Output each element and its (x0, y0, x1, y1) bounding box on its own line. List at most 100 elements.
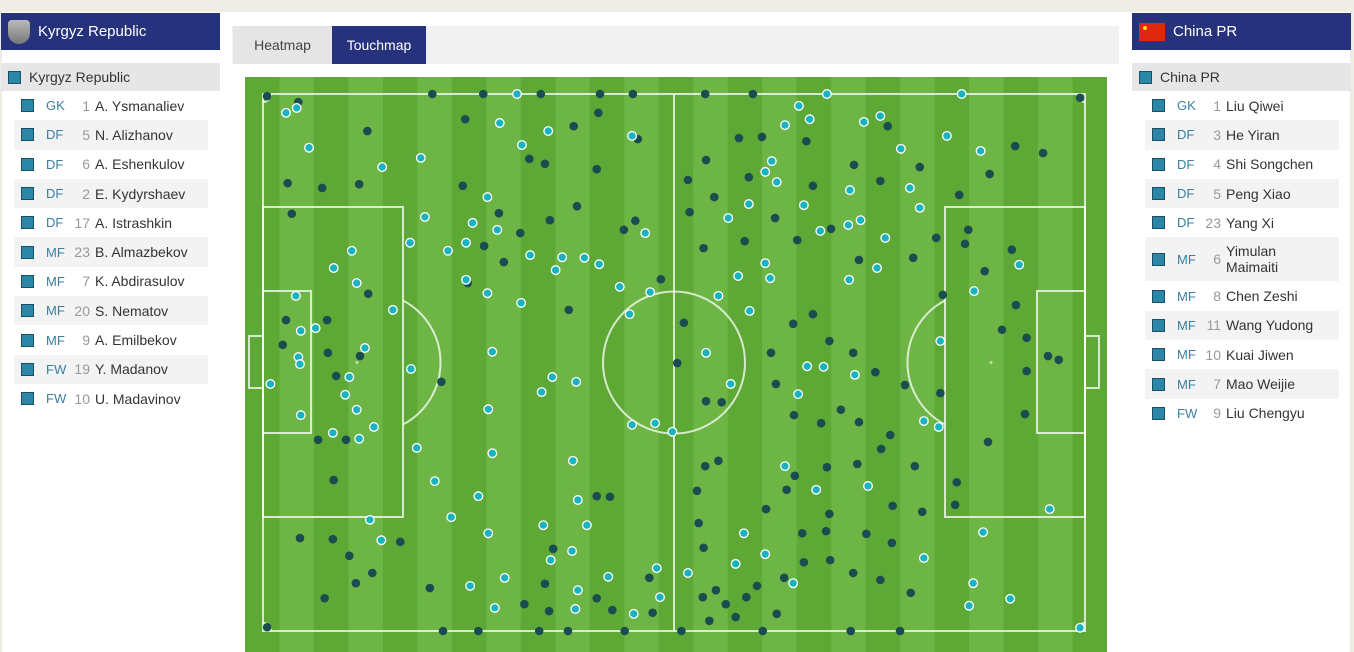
touch-point-dark (985, 169, 994, 179)
touch-point-dark (1020, 409, 1030, 419)
touch-point-light (415, 152, 426, 163)
player-row[interactable]: DF 23 Yang Xi (1145, 208, 1339, 237)
player-row[interactable]: FW 10 U. Madavinov (14, 384, 208, 413)
checkbox-icon[interactable] (21, 128, 34, 142)
player-position: MF (46, 303, 65, 319)
player-row[interactable]: MF 6 Yimulan Maimaiti (1145, 237, 1339, 282)
player-name: Peng Xiao (1226, 185, 1291, 202)
player-row[interactable]: FW 9 Liu Chengyu (1145, 399, 1339, 428)
checkbox-icon[interactable] (21, 216, 34, 230)
touch-point-dark (572, 201, 582, 211)
touch-point-dark (950, 500, 960, 510)
touch-point-light (579, 252, 590, 263)
player-row[interactable]: MF 20 S. Nematov (14, 296, 208, 326)
home-team-label: Kyrgyz Republic (29, 69, 131, 85)
touch-point-light (935, 336, 946, 346)
player-name: A. Emilbekov (95, 332, 177, 349)
player-row[interactable]: DF 4 Shi Songchen (1145, 150, 1339, 179)
tab-heatmap[interactable]: Heatmap (233, 26, 332, 64)
player-number: 1 (1213, 97, 1221, 114)
player-position: FW (46, 391, 67, 407)
player-name: A. Istrashkin (95, 214, 173, 231)
player-row[interactable]: DF 17 A. Istrashkin (14, 208, 208, 237)
touch-point-light (667, 426, 678, 437)
tab-touchmap[interactable]: Touchmap (332, 26, 426, 64)
touch-point-dark (721, 599, 731, 609)
touch-point-dark (822, 462, 832, 472)
checkbox-icon[interactable] (21, 245, 34, 259)
touch-point-dark (608, 605, 617, 615)
touch-point-dark (363, 126, 372, 136)
touch-point-light (516, 140, 527, 150)
checkbox-icon[interactable] (1152, 157, 1165, 171)
touch-point-dark (825, 555, 835, 565)
player-row[interactable]: GK 1 Liu Qiwei (1145, 91, 1339, 120)
touch-point-dark (679, 318, 689, 328)
checkbox-icon[interactable] (1152, 187, 1165, 201)
checkbox-icon[interactable] (21, 333, 34, 347)
checkbox-icon[interactable] (21, 274, 34, 288)
touch-point-light (863, 481, 873, 491)
touch-point-dark (648, 608, 657, 618)
checkbox-icon[interactable] (1152, 99, 1165, 113)
checkbox-icon[interactable] (1152, 216, 1165, 230)
penalty-spot (989, 361, 993, 364)
checkbox-icon[interactable] (21, 362, 34, 376)
player-row[interactable]: FW 19 Y. Madanov (14, 354, 208, 384)
player-row[interactable]: MF 11 Wang Yudong (1145, 310, 1339, 341)
checkbox-icon[interactable] (21, 392, 34, 406)
checkbox-icon[interactable] (1152, 377, 1165, 391)
checkbox-icon[interactable] (1152, 318, 1165, 332)
checkbox-icon[interactable] (1152, 348, 1165, 362)
player-row[interactable]: DF 5 N. Alizhanov (14, 120, 208, 150)
away-team-toggle[interactable]: China PR (1132, 63, 1351, 91)
checkbox-icon[interactable] (21, 187, 34, 201)
checkbox-icon[interactable] (1152, 406, 1165, 420)
checkbox-icon[interactable] (1139, 70, 1152, 84)
touch-point-dark (1075, 93, 1085, 103)
home-team-toggle[interactable]: Kyrgyz Republic (1, 63, 220, 91)
touch-point-dark (748, 89, 758, 99)
touch-point-light (738, 528, 749, 539)
checkbox-icon[interactable] (8, 70, 21, 84)
player-row[interactable]: GK 1 A. Ysmanaliev (14, 91, 208, 120)
player-position: MF (46, 244, 65, 260)
player-row[interactable]: MF 10 Kuai Jiwen (1145, 340, 1339, 369)
touch-point-dark (322, 315, 332, 325)
touch-point-dark (758, 626, 768, 636)
touch-point-light (978, 527, 989, 538)
touch-point-light (628, 608, 639, 619)
touch-point-light (818, 361, 829, 372)
player-position: MF (1177, 288, 1196, 304)
player-row[interactable]: DF 3 He Yiran (1145, 120, 1339, 150)
checkbox-icon[interactable] (21, 99, 34, 113)
checkbox-icon[interactable] (21, 157, 34, 171)
touch-point-light (804, 114, 815, 125)
player-row[interactable]: MF 9 A. Emilbekov (14, 325, 208, 354)
player-name: Shi Songchen (1226, 156, 1314, 173)
player-row[interactable]: DF 5 Peng Xiao (1145, 178, 1339, 209)
touch-point-dark (478, 89, 488, 99)
touch-point-dark (876, 444, 886, 454)
player-row[interactable]: DF 2 E. Kydyrshaev (14, 178, 208, 209)
touch-point-light (482, 192, 493, 203)
touch-point-dark (656, 274, 666, 284)
touch-point-light (872, 263, 882, 273)
checkbox-icon[interactable] (1152, 289, 1165, 303)
pitch-stripe (589, 77, 625, 652)
player-row[interactable]: DF 6 A. Eshenkulov (14, 150, 208, 179)
player-name: N. Alizhanov (95, 126, 173, 143)
player-row[interactable]: MF 8 Chen Zeshi (1145, 281, 1339, 310)
player-row[interactable]: MF 7 Mao Weijie (1145, 369, 1339, 399)
touch-point-dark (428, 89, 437, 99)
checkbox-icon[interactable] (21, 304, 34, 318)
touch-point-dark (742, 592, 751, 602)
touch-point-dark (848, 568, 858, 578)
player-name: He Yiran (1226, 126, 1280, 143)
player-row[interactable]: MF 23 B. Almazbekov (14, 237, 208, 267)
player-row[interactable]: MF 7 K. Abdirasulov (14, 267, 208, 296)
touch-point-light (461, 274, 471, 285)
checkbox-icon[interactable] (1152, 128, 1165, 142)
touch-point-light (760, 549, 771, 560)
checkbox-icon[interactable] (1152, 252, 1165, 266)
